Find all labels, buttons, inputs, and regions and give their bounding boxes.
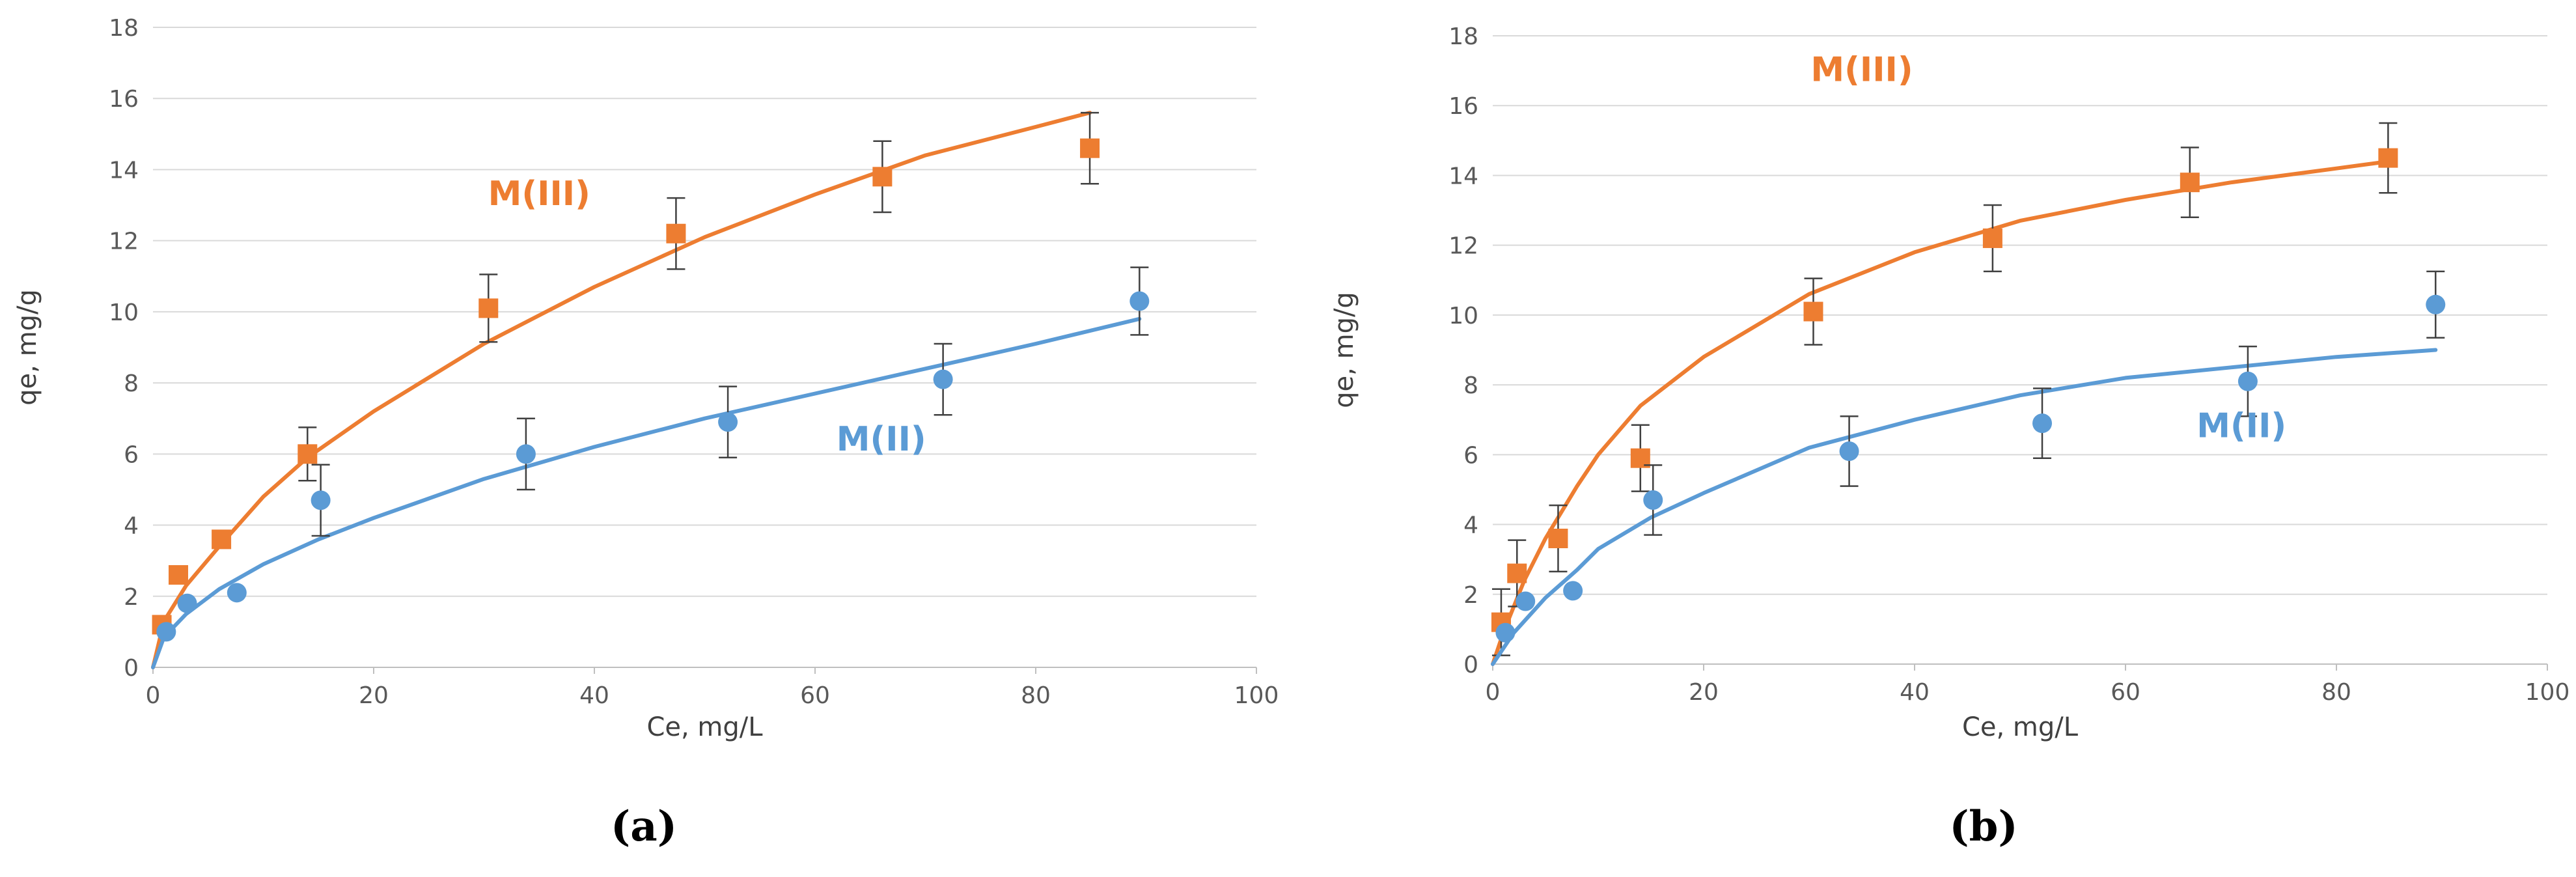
- y-tick-label-6: 6: [124, 441, 139, 468]
- y-tick-label-4: 4: [124, 513, 139, 540]
- point-miii-5: [1982, 228, 2002, 248]
- x-tick-label-0: 0: [146, 682, 161, 709]
- point-miii-4: [1803, 301, 1823, 322]
- chart-panel-b: 0 2 4 6 8 10 12 14 16 18 0 20 40 60 80 100 Ce, mg/L qe, m…: [1288, 0, 2576, 877]
- y-tick-label-6: 6: [1463, 442, 1478, 469]
- x-axis-label: Ce, mg/L: [1962, 712, 2079, 742]
- series-label-miii: M(III): [1810, 51, 1913, 90]
- point-miii-4: [478, 298, 499, 318]
- caption-b: (b): [1949, 802, 2018, 851]
- y-tick-label-8: 8: [1463, 372, 1478, 399]
- point-miii-1: [1507, 563, 1527, 583]
- y-tick-label-10: 10: [109, 299, 139, 326]
- y-tick-label-2: 2: [124, 584, 139, 611]
- point-mii-4: [516, 444, 536, 464]
- point-mii-3: [1643, 490, 1663, 510]
- x-tick-label-80: 80: [2321, 679, 2351, 706]
- y-tick-label-10: 10: [1448, 303, 1478, 329]
- point-miii-7: [1080, 138, 1100, 158]
- point-miii-7: [2378, 148, 2398, 168]
- chart-b-svg: 0 2 4 6 8 10 12 14 16 18 0 20 40 60 80 100 Ce, mg/L qe, m…: [1329, 23, 2570, 742]
- point-mii-4: [1839, 441, 1859, 461]
- y-tick-label-0: 0: [124, 655, 139, 682]
- point-mii-1: [1516, 591, 1536, 611]
- y-tick-label-16: 16: [109, 86, 139, 113]
- point-miii-6: [2180, 173, 2200, 193]
- chart-a-svg: 0 2 4 6 8 10 12 14 16 18 0 20 40 60 80 100 Ce, mg/L qe, m…: [12, 15, 1279, 742]
- point-mii-2: [1563, 581, 1583, 601]
- y-tick-label-0: 0: [1463, 652, 1478, 678]
- point-mii-5: [718, 412, 738, 432]
- x-tick-label-80: 80: [1021, 682, 1051, 709]
- point-miii-2: [1548, 529, 1568, 548]
- point-mii-0: [156, 622, 176, 642]
- x-tick-label-100: 100: [2525, 679, 2570, 706]
- x-tick-label-0: 0: [1486, 679, 1501, 706]
- x-tick-label-40: 40: [579, 682, 609, 709]
- point-mii-2: [227, 583, 247, 603]
- point-miii-6: [872, 167, 893, 187]
- caption-a: (a): [610, 802, 678, 851]
- y-tick-label-14: 14: [109, 157, 139, 184]
- y-tick-label-14: 14: [1448, 163, 1478, 189]
- x-tick-label-60: 60: [2111, 679, 2140, 706]
- x-tick-label-100: 100: [1234, 682, 1279, 709]
- y-tick-label-18: 18: [1448, 23, 1478, 50]
- fit-line-mii: [1491, 348, 2438, 666]
- y-tick-label-8: 8: [124, 370, 139, 397]
- point-mii-7: [1129, 291, 1150, 311]
- point-mii-6: [933, 369, 953, 389]
- point-miii-2: [212, 529, 232, 550]
- point-mii-7: [2426, 294, 2446, 314]
- x-tick-label-20: 20: [1689, 679, 1719, 706]
- x-tick-label-20: 20: [359, 682, 389, 709]
- y-tick-label-18: 18: [109, 15, 139, 42]
- x-axis-label: Ce, mg/L: [646, 712, 763, 742]
- point-mii-6: [2237, 371, 2258, 391]
- point-mii-0: [1495, 622, 1516, 643]
- series-label-mii: M(II): [837, 420, 926, 459]
- x-tick-label-40: 40: [1900, 679, 1930, 706]
- y-axis-label: qe, mg/g: [1329, 292, 1359, 408]
- point-mii-5: [2032, 413, 2053, 434]
- point-mii-3: [311, 490, 331, 510]
- y-tick-label-4: 4: [1463, 512, 1478, 539]
- chart-panel-a: 0 2 4 6 8 10 12 14 16 18 0 20 40 60 80 100 Ce, mg/L qe, m…: [12, 15, 1279, 742]
- point-miii-5: [666, 223, 686, 244]
- point-mii-1: [177, 593, 197, 613]
- y-tick-label-12: 12: [1448, 233, 1478, 260]
- y-tick-label-16: 16: [1448, 93, 1478, 120]
- y-tick-label-2: 2: [1463, 582, 1478, 609]
- x-tick-label-60: 60: [800, 682, 830, 709]
- fit-line-mii: [151, 316, 1142, 669]
- series-label-miii: M(III): [488, 174, 590, 214]
- series-label-mii: M(II): [2196, 407, 2286, 446]
- point-miii-3: [298, 444, 318, 464]
- y-tick-label-12: 12: [109, 229, 139, 255]
- fit-line-miii: [151, 111, 1092, 669]
- y-axis-label: qe, mg/g: [12, 289, 42, 406]
- point-miii-1: [168, 565, 188, 585]
